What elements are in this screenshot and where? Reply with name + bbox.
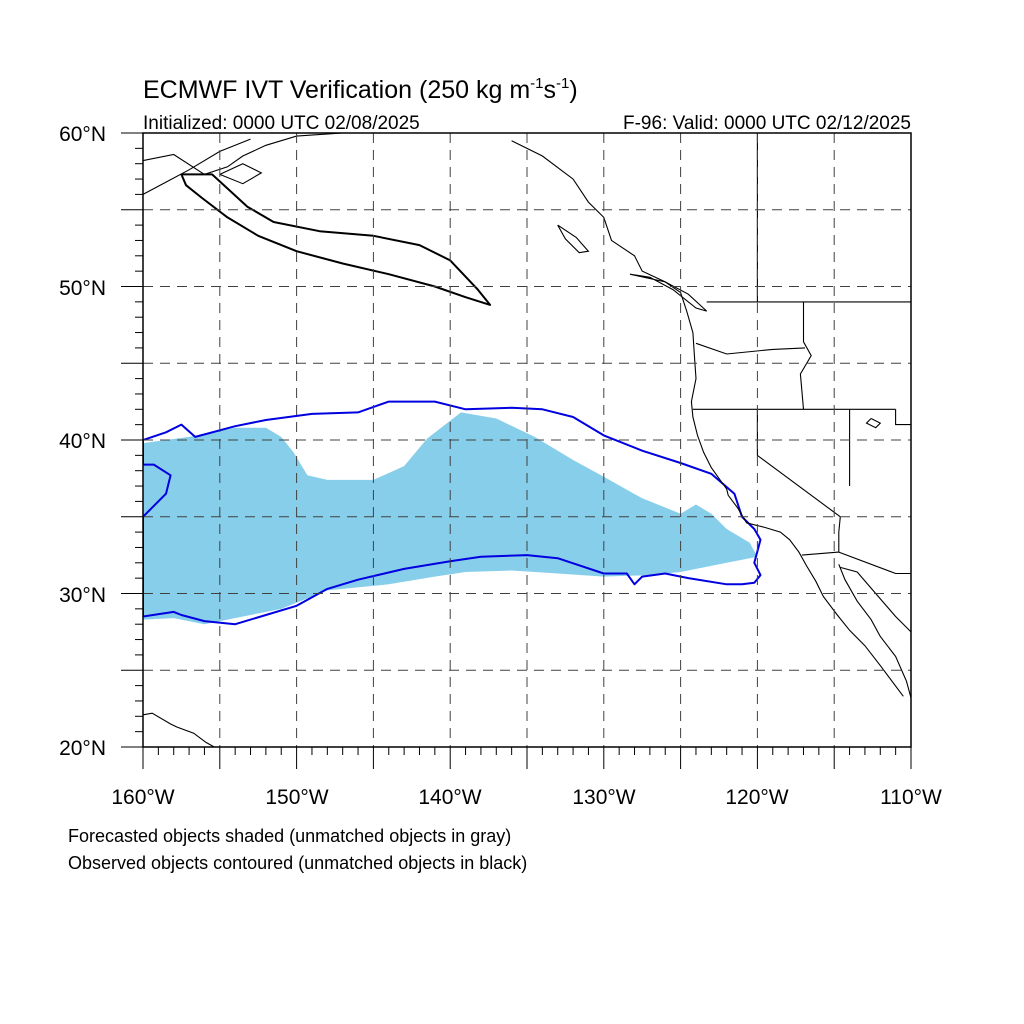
lon-label-150w: 150°W [265, 786, 328, 809]
caption-forecast: Forecasted objects shaded (unmatched obj… [68, 826, 511, 846]
idaho-border [799, 301, 812, 410]
lat-label-20n: 20°N [59, 737, 106, 760]
lon-label-160w: 160°W [111, 786, 174, 809]
axis-ticks [121, 132, 912, 769]
vancouver-island [629, 273, 708, 312]
objects-layer [143, 173, 762, 626]
caption-observed: Observed objects contoured (unmatched ob… [68, 853, 527, 873]
lon-label-120w: 120°W [725, 786, 788, 809]
us-mexico-border [801, 551, 839, 556]
utah-border [895, 409, 911, 426]
alaska-coastline [143, 133, 343, 176]
lon-label-130w: 130°W [572, 786, 635, 809]
coastline-layer [143, 133, 911, 747]
graticule [143, 133, 911, 747]
great-salt-lake [865, 418, 882, 429]
west-coast-coastline [511, 140, 904, 697]
lon-label-110w: 110°W [880, 786, 942, 809]
map-title: ECMWF IVT Verification (250 kg m-1s-1) [143, 75, 578, 104]
mexico-mainland-coastline [840, 566, 911, 643]
lat-label-40n: 40°N [59, 430, 106, 453]
init-time-label: Initialized: 0000 UTC 02/08/2025 [143, 113, 420, 134]
lat-label-30n: 30°N [59, 584, 106, 607]
alaska-peninsula-coastline [143, 138, 251, 195]
arizona-border [838, 516, 911, 575]
haida-gwaii [557, 224, 590, 254]
observed-object-unmatched [180, 173, 492, 306]
hawaii-islands [143, 712, 216, 747]
oregon-washington-border [695, 342, 806, 355]
observed-object-matched [143, 400, 762, 626]
gulf-of-california-coastline [838, 564, 911, 699]
lat-label-60n: 60°N [59, 123, 106, 146]
valid-time-label: F-96: Valid: 0000 UTC 02/12/2025 [623, 113, 911, 134]
california-nevada-border [756, 409, 841, 518]
lat-label-50n: 50°N [59, 277, 106, 300]
kodiak-island [219, 163, 263, 185]
lon-label-140w: 140°W [418, 786, 481, 809]
